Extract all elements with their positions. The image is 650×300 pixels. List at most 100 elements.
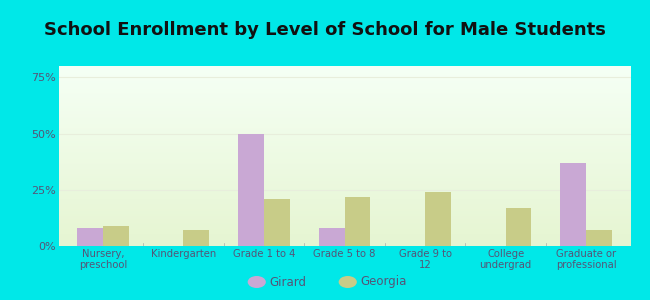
Bar — [58, 90, 630, 91]
Bar — [58, 234, 630, 235]
Bar — [58, 121, 630, 122]
Bar — [58, 99, 630, 100]
Bar — [58, 161, 630, 162]
Bar — [58, 77, 630, 78]
Bar — [58, 118, 630, 119]
Bar — [58, 168, 630, 169]
Bar — [58, 96, 630, 97]
Bar — [58, 80, 630, 81]
Bar — [58, 194, 630, 195]
Bar — [58, 154, 630, 155]
Bar — [58, 243, 630, 244]
Bar — [58, 140, 630, 141]
Bar — [560, 163, 586, 246]
Bar — [58, 174, 630, 175]
Bar — [58, 213, 630, 214]
Bar — [58, 173, 630, 174]
Bar — [58, 237, 630, 238]
Bar — [58, 163, 630, 164]
Bar — [58, 72, 630, 73]
Bar — [58, 215, 630, 216]
Bar — [506, 208, 532, 246]
Bar — [58, 138, 630, 139]
Bar — [58, 203, 630, 204]
Bar — [58, 87, 630, 88]
Bar — [58, 82, 630, 83]
Bar — [58, 127, 630, 128]
Bar — [58, 195, 630, 196]
Bar — [58, 177, 630, 178]
Bar — [318, 228, 344, 246]
Bar — [58, 119, 630, 120]
Bar — [77, 228, 103, 246]
Bar — [58, 133, 630, 134]
Bar — [58, 101, 630, 102]
Text: Girard: Girard — [270, 275, 307, 289]
Bar — [58, 233, 630, 234]
Bar — [58, 83, 630, 84]
Bar — [58, 94, 630, 95]
Bar — [58, 214, 630, 215]
Bar — [58, 200, 630, 201]
Bar — [58, 166, 630, 167]
Bar — [58, 231, 630, 232]
Bar — [586, 230, 612, 246]
Ellipse shape — [248, 276, 266, 288]
Bar — [58, 236, 630, 237]
Bar — [58, 201, 630, 202]
Bar — [58, 148, 630, 149]
Bar — [58, 115, 630, 116]
Bar — [58, 74, 630, 75]
Bar — [58, 229, 630, 230]
Bar — [58, 238, 630, 239]
Bar — [58, 153, 630, 154]
Bar — [58, 182, 630, 183]
Bar — [58, 204, 630, 205]
Bar — [58, 198, 630, 199]
Bar — [58, 128, 630, 129]
Bar — [58, 245, 630, 246]
Bar — [58, 239, 630, 240]
Bar — [58, 207, 630, 208]
Bar — [58, 75, 630, 76]
Bar — [58, 113, 630, 114]
Bar — [58, 92, 630, 93]
Bar — [58, 73, 630, 74]
Bar — [58, 167, 630, 168]
Bar — [58, 124, 630, 125]
Bar — [58, 156, 630, 157]
Bar — [58, 170, 630, 171]
Bar — [58, 157, 630, 158]
Bar — [58, 102, 630, 103]
Bar — [58, 199, 630, 200]
Bar — [58, 88, 630, 89]
Bar — [183, 230, 209, 246]
Bar — [58, 134, 630, 135]
Bar — [58, 147, 630, 148]
Bar — [58, 172, 630, 173]
Bar — [58, 228, 630, 229]
Bar — [58, 85, 630, 86]
Bar — [58, 242, 630, 243]
Bar — [58, 205, 630, 206]
Bar — [58, 104, 630, 105]
Bar — [58, 185, 630, 186]
Bar — [58, 240, 630, 241]
Bar — [58, 158, 630, 159]
Bar — [58, 210, 630, 211]
Bar — [58, 217, 630, 218]
Bar — [58, 227, 630, 228]
Bar — [58, 132, 630, 133]
Bar — [58, 84, 630, 85]
Bar — [58, 209, 630, 210]
Bar — [58, 218, 630, 219]
Bar — [58, 97, 630, 98]
Bar — [58, 206, 630, 207]
Bar — [58, 221, 630, 222]
Bar — [58, 232, 630, 233]
Bar — [58, 224, 630, 225]
Bar — [58, 89, 630, 90]
Bar — [58, 150, 630, 151]
Bar — [58, 211, 630, 212]
Bar — [58, 169, 630, 170]
